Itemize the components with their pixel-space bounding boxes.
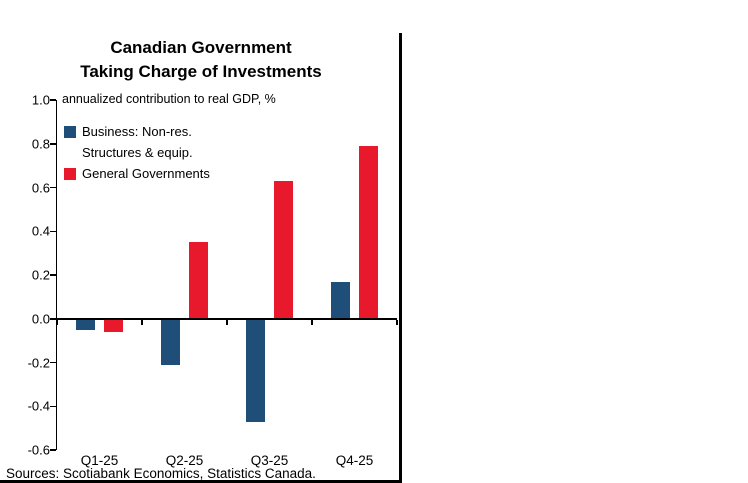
- legend-swatch-governments: [64, 167, 76, 180]
- y-tick-mark: [50, 405, 56, 407]
- x-tick-mark: [141, 319, 143, 325]
- x-tick-label-Q4-25: Q4-25: [335, 453, 374, 468]
- x-axis-zero-line: [57, 318, 397, 320]
- x-tick-label-Q2-25: Q2-25: [165, 453, 204, 468]
- y-tick-label: 0.0: [31, 311, 50, 327]
- x-tick-label-Q3-25: Q3-25: [250, 453, 289, 468]
- y-tick-mark: [50, 230, 56, 232]
- y-axis-tick-labels: 1.0 0.8 0.6 0.4 0.2 0.0 -0.2 -0.4 -0.6: [12, 93, 50, 458]
- y-tick-label: 1.0: [31, 92, 50, 108]
- legend-swatch-business: [64, 125, 76, 138]
- legend-label-business-line1: Business: Non-res.: [82, 124, 192, 139]
- bar-series2-Q4-25: [359, 145, 378, 319]
- legend-label-governments: General Governments: [82, 166, 210, 181]
- x-tick-mark: [226, 319, 228, 325]
- plot-area: [50, 99, 398, 451]
- y-tick-label: -0.6: [27, 442, 50, 458]
- chart-title-line1: Canadian Government: [110, 38, 292, 57]
- legend-entry-business-line2: Structures & equip.: [82, 142, 210, 163]
- x-axis-tick-labels: Q1-25 Q2-25 Q3-25 Q4-25: [57, 453, 397, 468]
- y-tick-mark: [50, 186, 56, 189]
- y-tick-mark: [50, 449, 56, 451]
- y-tick-label: 0.4: [31, 223, 50, 239]
- y-tick-mark: [50, 143, 56, 145]
- bar-series1-Q4-25: [331, 281, 350, 319]
- y-tick-mark: [50, 318, 56, 320]
- legend-entry-business: Business: Non-res.: [64, 121, 210, 142]
- bar-series1-Q1-25: [76, 318, 95, 330]
- y-tick-label: 0.8: [31, 136, 50, 152]
- x-tick-mark: [56, 319, 58, 325]
- panel-bottom-border: [0, 480, 402, 483]
- bar-series1-Q2-25: [161, 318, 180, 365]
- bar-series2-Q1-25: [104, 318, 123, 332]
- x-tick-mark: [396, 319, 398, 325]
- chart-title-line2: Taking Charge of Investments: [80, 62, 322, 81]
- y-tick-label: -0.2: [27, 355, 50, 370]
- y-tick-label: 0.6: [31, 180, 50, 195]
- y-tick-mark: [50, 274, 56, 276]
- y-tick-label: 0.2: [31, 267, 50, 283]
- x-tick-label-Q1-25: Q1-25: [80, 453, 119, 468]
- chart-subtitle: annualized contribution to real GDP, %: [62, 92, 276, 106]
- bar-series2-Q2-25: [189, 242, 208, 319]
- legend-entry-governments: General Governments: [64, 163, 210, 184]
- bar-series1-Q3-25: [246, 318, 265, 422]
- y-tick-label: -0.4: [27, 398, 50, 414]
- legend: Business: Non-res. Structures & equip. G…: [64, 121, 210, 184]
- x-tick-mark: [311, 319, 313, 325]
- panel-right-divider: [399, 33, 402, 483]
- bar-series2-Q3-25: [274, 180, 293, 319]
- y-axis-line: [55, 100, 57, 450]
- y-tick-mark: [50, 361, 56, 364]
- legend-label-business-line2: Structures & equip.: [82, 145, 193, 160]
- chart-title: Canadian Government Taking Charge of Inv…: [0, 36, 402, 84]
- y-tick-mark: [50, 99, 56, 101]
- sources-note: Sources: Scotiabank Economics, Statistic…: [6, 466, 316, 481]
